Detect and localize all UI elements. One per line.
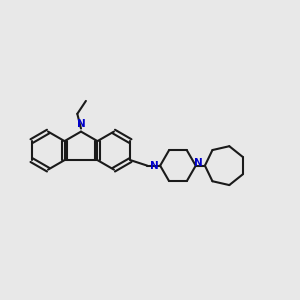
Text: N: N	[194, 158, 203, 168]
Text: N: N	[76, 119, 85, 129]
Text: N: N	[150, 160, 158, 171]
